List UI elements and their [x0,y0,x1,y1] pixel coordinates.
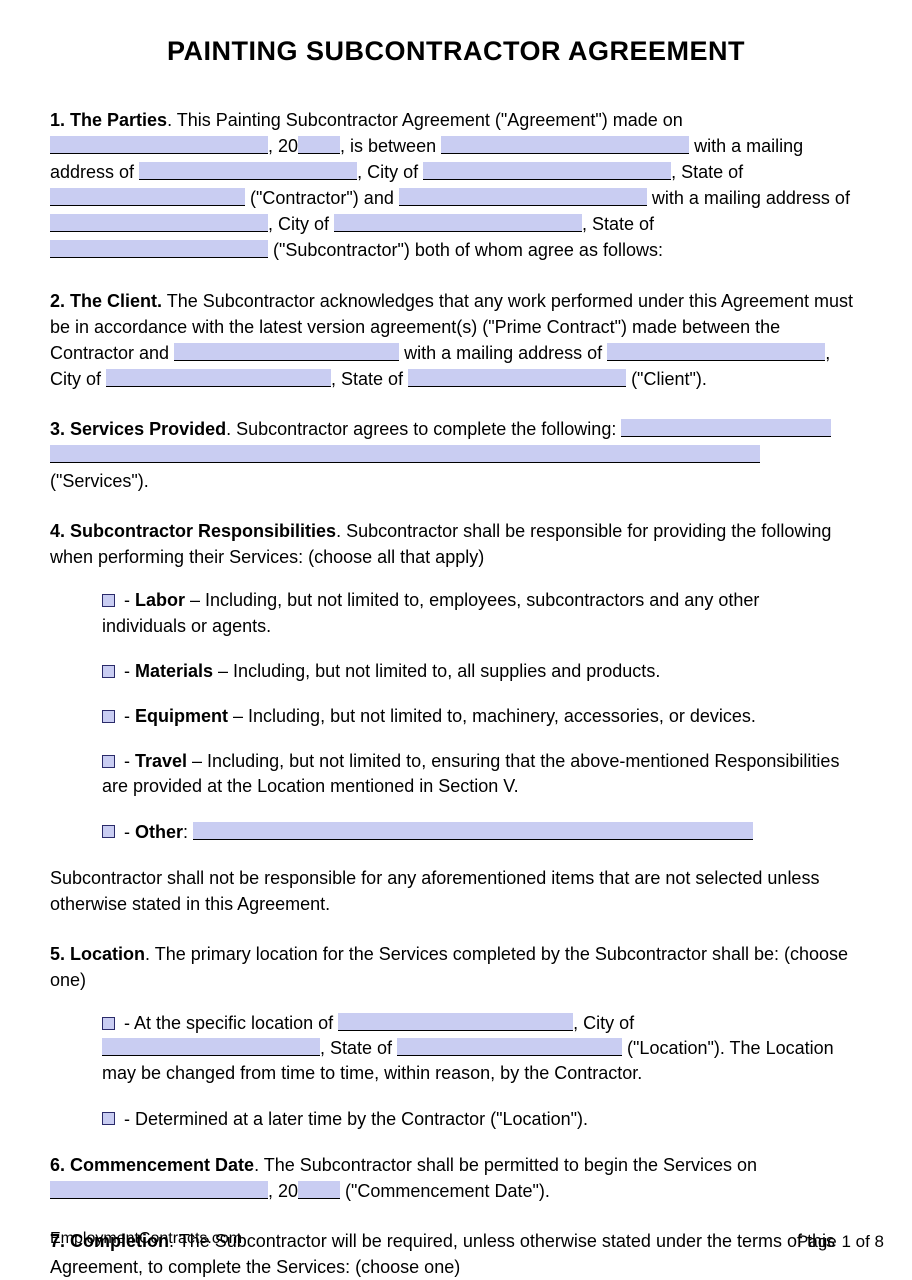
text: . The primary location for the Services … [50,944,848,990]
checkbox-equipment[interactable] [102,710,115,723]
text: , 20 [268,1181,298,1201]
checkbox-labor[interactable] [102,594,115,607]
blank-sub-name[interactable] [399,188,647,206]
text: , City of [573,1013,634,1033]
section-services: 3. Services Provided. Subcontractor agre… [50,416,862,494]
text: – Including, but not limited to, all sup… [213,661,660,681]
section-parties: 1. The Parties. This Painting Subcontrac… [50,107,862,264]
checkbox-row-location-specific: - At the specific location of , City of … [102,1011,842,1087]
checkbox-location-specific[interactable] [102,1017,115,1030]
text: , State of [331,369,408,389]
section-4-heading: 4. Subcontractor Responsibilities [50,521,336,541]
text: ("Contractor") and [245,188,399,208]
checkbox-row-other: - Other: [102,820,842,845]
text: – Including, but not limited to, machine… [228,706,756,726]
blank-contractor-name[interactable] [441,136,689,154]
blank-client-city[interactable] [106,369,331,387]
section-6-heading: 6. Commencement Date [50,1155,254,1175]
blank-commencement-year[interactable] [298,1181,340,1199]
blank-services-2[interactable] [50,445,760,463]
text: : [183,822,193,842]
blank-other[interactable] [193,822,753,840]
checkbox-row-location-later: - Determined at a later time by the Cont… [102,1107,842,1132]
section-3-heading: 3. Services Provided [50,419,226,439]
text: . Subcontractor agrees to complete the f… [226,419,621,439]
labor-label: Labor [135,590,185,610]
checkbox-row-equipment: - Equipment – Including, but not limited… [102,704,842,729]
blank-sub-city[interactable] [334,214,582,232]
text: , State of [671,162,743,182]
checkbox-travel[interactable] [102,755,115,768]
blank-services-1[interactable] [621,419,831,437]
blank-sub-address[interactable] [50,214,268,232]
document-title: PAINTING SUBCONTRACTOR AGREEMENT [50,36,862,67]
text: with a mailing address of [399,343,607,363]
text: - Determined at a later time by the Cont… [119,1109,588,1129]
text: . The Subcontractor shall be permitted t… [254,1155,757,1175]
blank-contractor-address[interactable] [139,162,357,180]
blank-location-address[interactable] [338,1013,573,1031]
text: , City of [268,214,334,234]
checkbox-row-labor: - Labor – Including, but not limited to,… [102,588,842,638]
text: with a mailing address of [647,188,850,208]
text: – Including, but not limited to, ensurin… [102,751,839,796]
document-page: PAINTING SUBCONTRACTOR AGREEMENT 1. The … [0,0,912,1268]
checkbox-location-later[interactable] [102,1112,115,1125]
section-5-heading: 5. Location [50,944,145,964]
text: ("Subcontractor") both of whom agree as … [268,240,663,260]
text: ("Commencement Date"). [340,1181,550,1201]
section-4-closing: Subcontractor shall not be responsible f… [50,865,862,917]
blank-contractor-state[interactable] [50,188,245,206]
blank-date-month[interactable] [50,136,268,154]
checkbox-other[interactable] [102,825,115,838]
footer-source: EmploymentContracts.com [50,1230,242,1248]
blank-client-name[interactable] [174,343,399,361]
blank-date-year[interactable] [298,136,340,154]
other-label: Other [135,822,183,842]
text: - At the specific location of [119,1013,338,1033]
blank-location-city[interactable] [102,1038,320,1056]
section-1-heading: 1. The Parties [50,110,167,130]
section-commencement: 6. Commencement Date. The Subcontractor … [50,1152,862,1204]
blank-commencement-month[interactable] [50,1181,268,1199]
text: ("Services"). [50,471,149,491]
text: Subcontractor shall not be responsible f… [50,868,819,914]
blank-sub-state[interactable] [50,240,268,258]
footer-page-number: Page 1 of 8 [797,1232,884,1252]
text: – Including, but not limited to, employe… [102,590,759,635]
text: , City of [357,162,423,182]
blank-contractor-city[interactable] [423,162,671,180]
section-client: 2. The Client. The Subcontractor acknowl… [50,288,862,392]
blank-client-address[interactable] [607,343,825,361]
checkbox-materials[interactable] [102,665,115,678]
section-responsibilities: 4. Subcontractor Responsibilities. Subco… [50,518,862,570]
section-location: 5. Location. The primary location for th… [50,941,862,993]
materials-label: Materials [135,661,213,681]
text: , State of [582,214,654,234]
travel-label: Travel [135,751,187,771]
checkbox-row-travel: - Travel – Including, but not limited to… [102,749,842,799]
text: . This Painting Subcontractor Agreement … [167,110,683,130]
blank-client-state[interactable] [408,369,626,387]
checkbox-row-materials: - Materials – Including, but not limited… [102,659,842,684]
section-2-heading: 2. The Client. [50,291,162,311]
blank-location-state[interactable] [397,1038,622,1056]
text: , State of [320,1038,397,1058]
text: ("Client"). [626,369,707,389]
text: , is between [340,136,441,156]
equipment-label: Equipment [135,706,228,726]
text: , 20 [268,136,298,156]
